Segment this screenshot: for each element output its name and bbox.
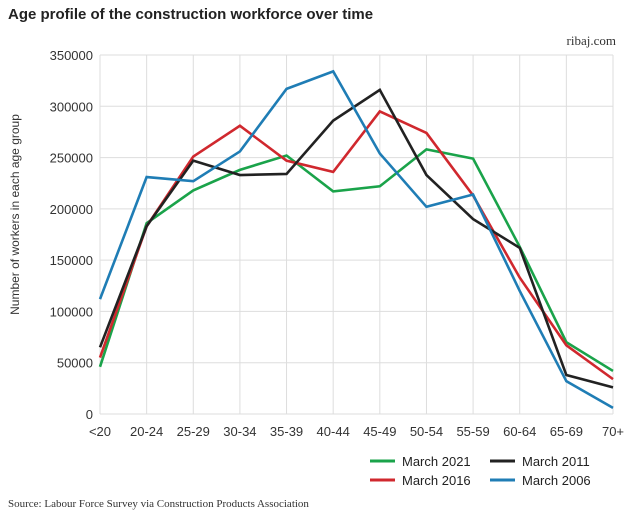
- site-credit: ribaj.com: [566, 33, 616, 48]
- y-tick-label: 200000: [50, 202, 93, 217]
- x-tick-label: <20: [89, 424, 111, 439]
- y-tick-label: 0: [86, 407, 93, 422]
- x-tick-label: 70+: [602, 424, 624, 439]
- series-line-march-2021: [98, 147, 614, 373]
- y-tick-label: 150000: [50, 253, 93, 268]
- x-tick-label: 55-59: [456, 424, 489, 439]
- x-tick-label: 40-44: [317, 424, 350, 439]
- legend-label: March 2021: [402, 454, 471, 469]
- x-tick-label: 20-24: [130, 424, 163, 439]
- x-tick-label: 25-29: [177, 424, 210, 439]
- x-tick-label: 45-49: [363, 424, 396, 439]
- x-tick-label: 30-34: [223, 424, 256, 439]
- x-tick-label: 60-64: [503, 424, 536, 439]
- y-axis-label: Number of workers in each age group: [8, 114, 22, 315]
- y-tick-label: 50000: [57, 356, 93, 371]
- x-tick-label: 35-39: [270, 424, 303, 439]
- legend-label: March 2011: [522, 454, 590, 469]
- series-line-march-2016: [98, 109, 614, 381]
- x-tick-label: 50-54: [410, 424, 443, 439]
- series-line-march-2006: [98, 69, 614, 409]
- y-tick-label: 250000: [50, 151, 93, 166]
- y-tick-label: 350000: [50, 48, 93, 63]
- series-line-march-2011: [98, 88, 614, 389]
- legend-label: March 2016: [402, 473, 471, 488]
- source-note: Source: Labour Force Survey via Construc…: [8, 498, 309, 510]
- x-tick-label: 65-69: [550, 424, 583, 439]
- legend-label: March 2006: [522, 473, 591, 488]
- chart-title: Age profile of the construction workforc…: [8, 6, 374, 23]
- y-tick-label: 100000: [50, 304, 93, 319]
- y-tick-label: 300000: [50, 99, 93, 114]
